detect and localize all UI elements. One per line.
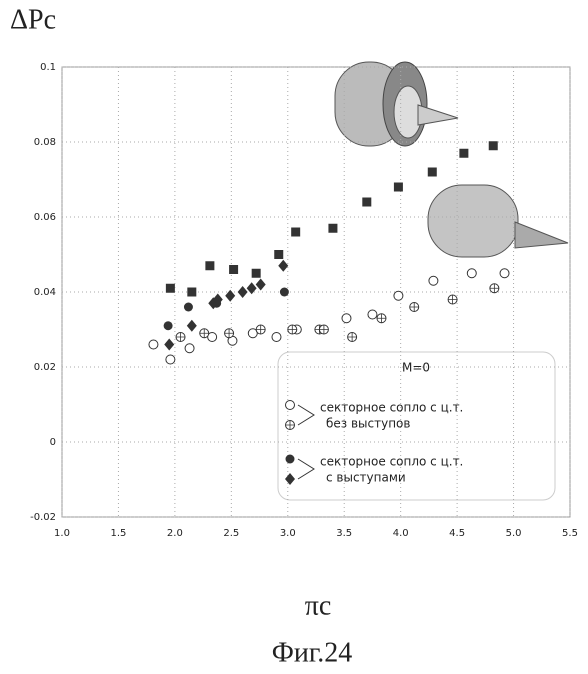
data-point <box>459 149 468 158</box>
data-point <box>429 276 438 285</box>
y-tick-label: 0.08 <box>34 137 56 148</box>
y-tick-label: 0.04 <box>34 287 56 298</box>
data-point <box>467 269 476 278</box>
legend-title: M=0 <box>402 361 430 375</box>
y-tick-label: 0 <box>50 437 56 448</box>
data-point <box>164 339 174 351</box>
data-point <box>328 224 337 233</box>
y-tick-label: -0.02 <box>30 512 56 523</box>
data-point <box>280 288 289 297</box>
x-tick-label: 1.5 <box>110 528 126 539</box>
data-point <box>166 284 175 293</box>
data-point <box>184 303 193 312</box>
y-tick-label: 0.02 <box>34 362 56 373</box>
data-point <box>205 261 214 270</box>
data-point <box>362 198 371 207</box>
data-point <box>428 168 437 177</box>
data-point <box>185 344 194 353</box>
data-point <box>164 321 173 330</box>
x-tick-label: 3.0 <box>280 528 296 539</box>
x-tick-label: 4.0 <box>393 528 409 539</box>
x-tick-label: 2.0 <box>167 528 183 539</box>
x-tick-label: 4.5 <box>449 528 465 539</box>
page: {"chart_data": {"type": "scatter", "y_la… <box>0 0 588 674</box>
data-point <box>247 282 257 294</box>
legend-marker <box>286 455 295 464</box>
legend-label: с выступами <box>326 471 406 485</box>
x-axis-label: πc <box>305 590 332 621</box>
data-point <box>256 279 266 291</box>
data-point <box>500 269 509 278</box>
x-tick-label: 2.5 <box>223 528 239 539</box>
legend-marker <box>286 401 295 410</box>
x-tick-label: 3.5 <box>336 528 352 539</box>
y-axis-label: ΔPc <box>10 4 56 35</box>
data-point <box>342 314 351 323</box>
caption: Фиг.24 <box>272 637 352 668</box>
chart: ΔPc πc Фиг.24 -0.02 0 0.02 0.04 0.06 0.08 0.1 1… <box>0 0 588 674</box>
data-point <box>394 291 403 300</box>
x-tick-label: 5.5 <box>562 528 578 539</box>
data-point <box>274 250 283 259</box>
y-tick-label: 0.1 <box>40 62 56 73</box>
data-point <box>278 260 288 272</box>
legend-label: секторное сопло с ц.т. <box>320 401 463 415</box>
data-point <box>229 265 238 274</box>
nozzle-illustration <box>335 62 568 257</box>
data-point <box>394 183 403 192</box>
data-point <box>368 310 377 319</box>
data-point <box>187 320 197 332</box>
data-point <box>272 333 281 342</box>
data-point <box>187 288 196 297</box>
x-tick-label: 5.0 <box>506 528 522 539</box>
data-point <box>252 269 261 278</box>
legend-label: без выступов <box>326 417 410 431</box>
data-point <box>489 141 498 150</box>
data-point <box>291 228 300 237</box>
y-tick-label: 0.06 <box>34 212 56 223</box>
x-tick-label: 1.0 <box>54 528 70 539</box>
data-point <box>166 355 175 364</box>
data-point <box>149 340 158 349</box>
data-point <box>238 286 248 298</box>
legend-label: секторное сопло с ц.т. <box>320 455 463 469</box>
